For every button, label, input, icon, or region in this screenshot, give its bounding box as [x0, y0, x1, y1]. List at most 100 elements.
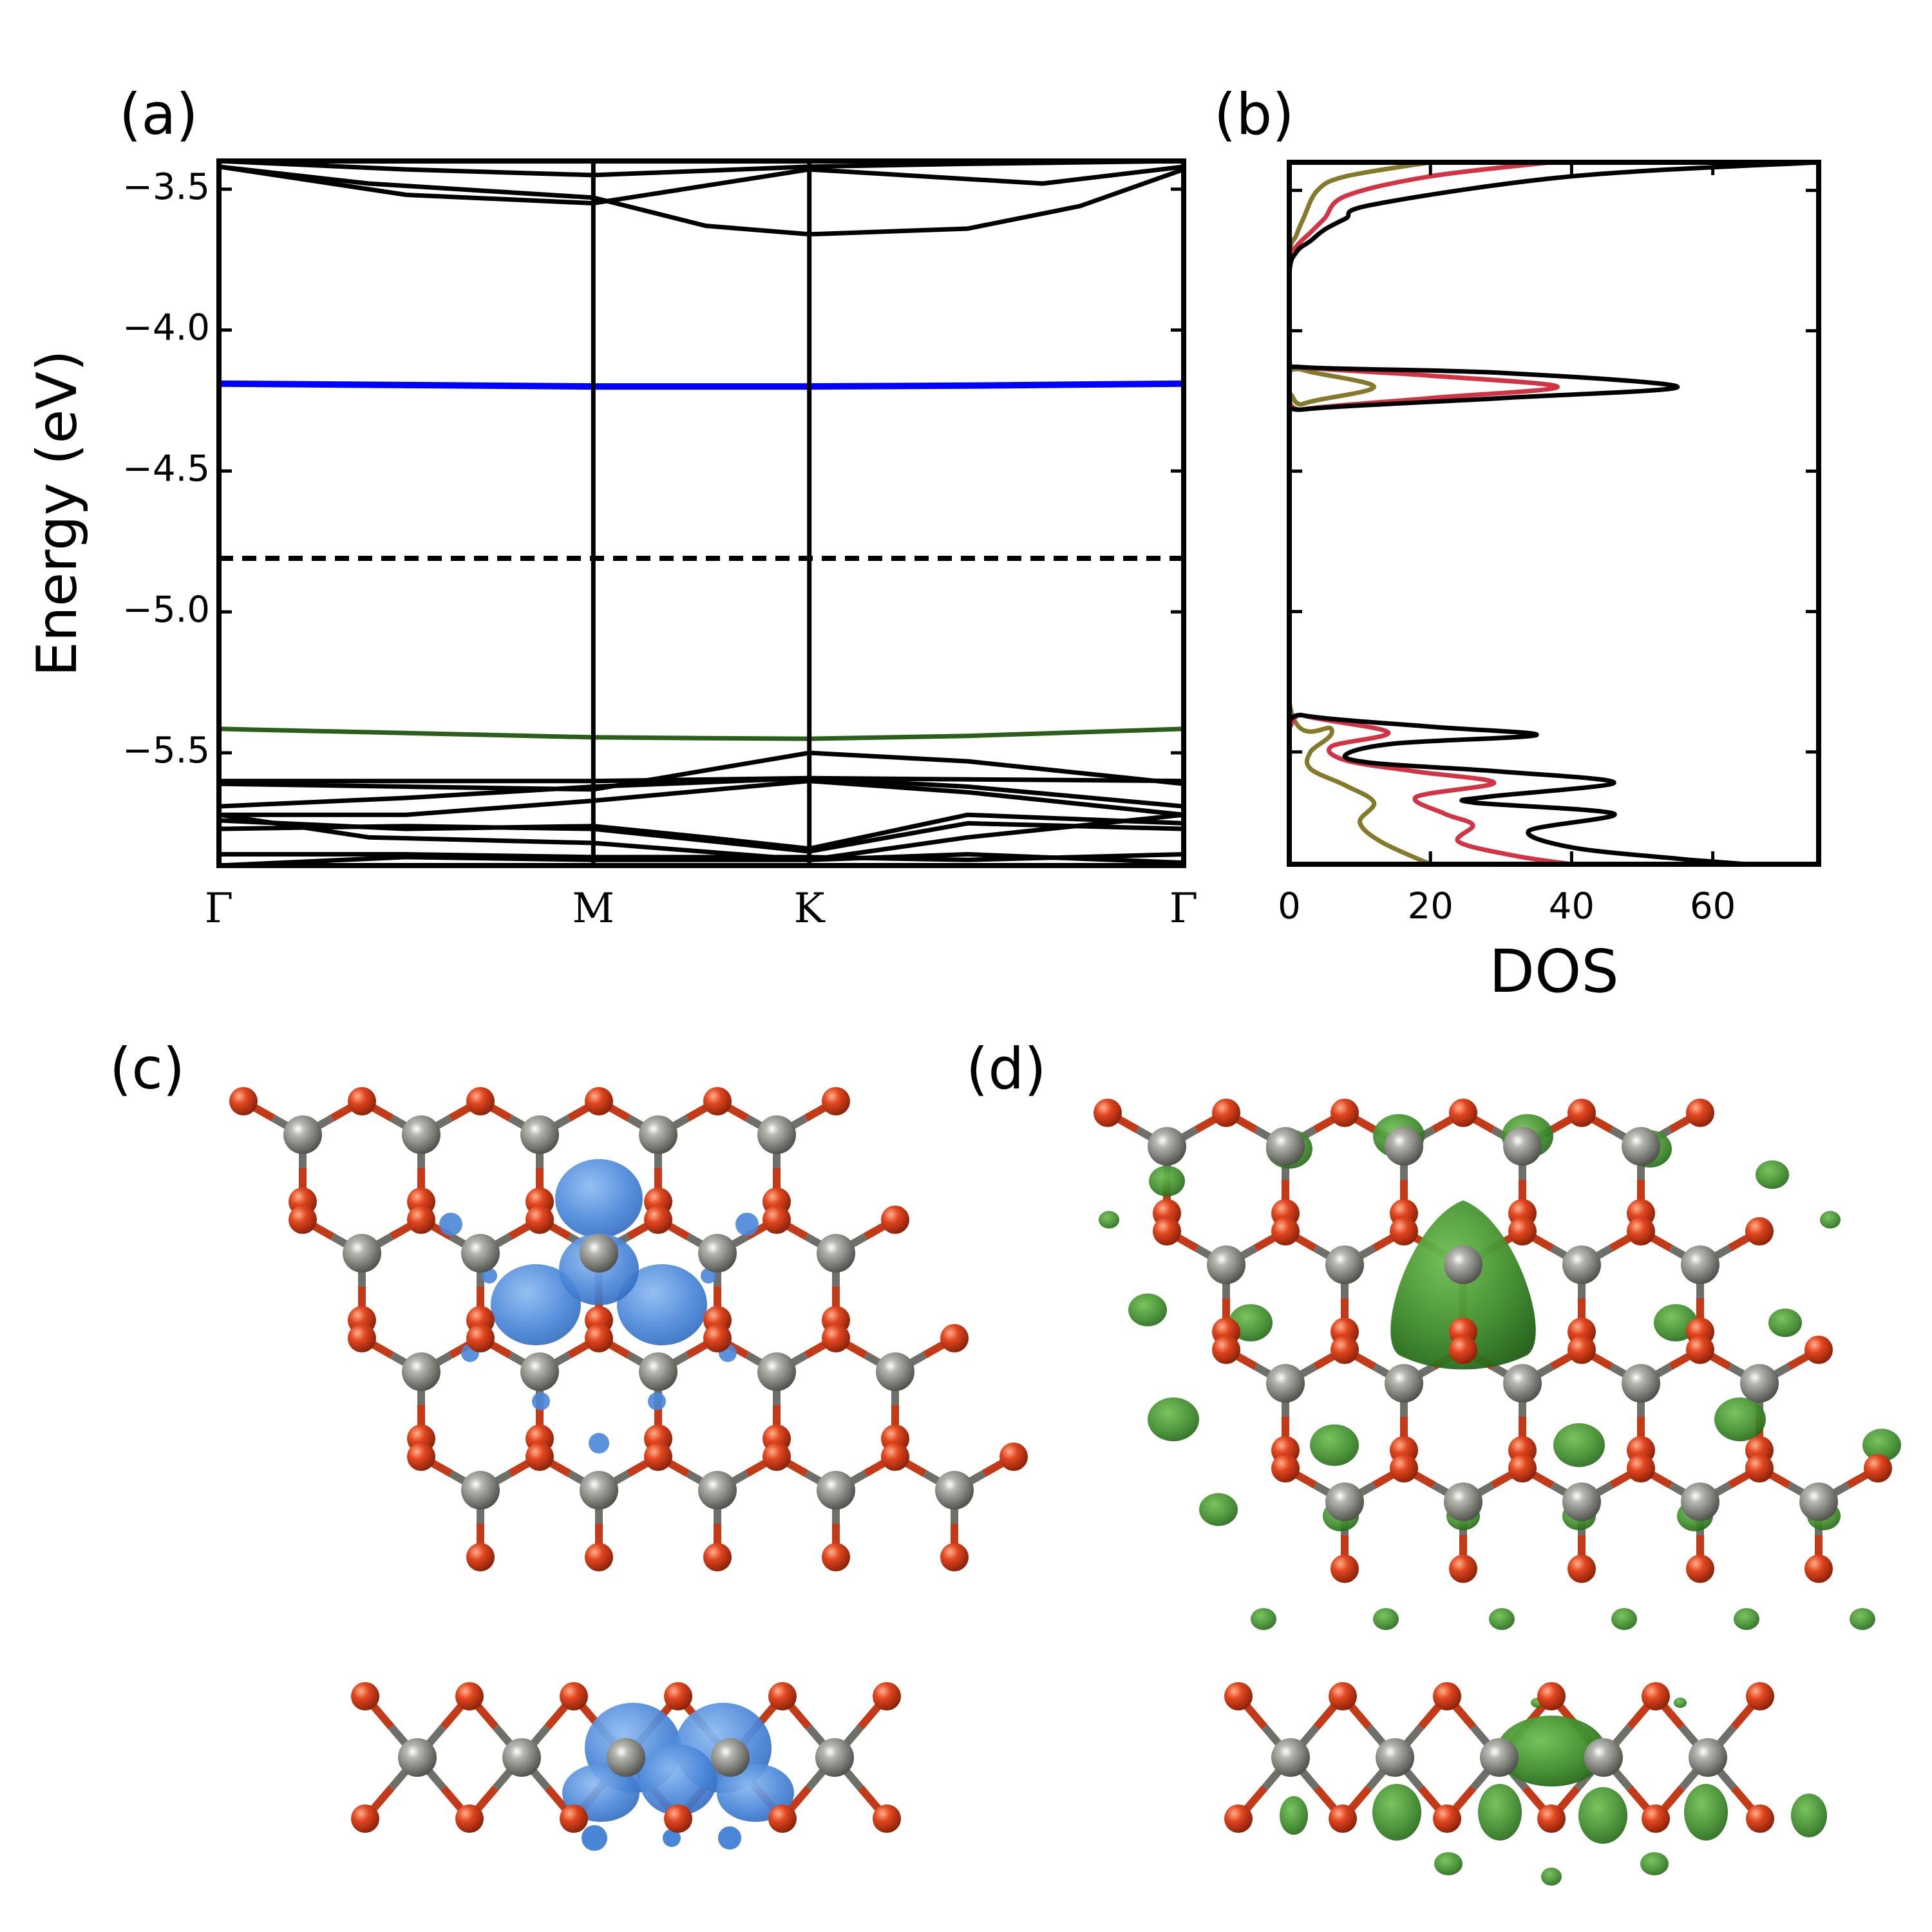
band-plot-frame: [216, 158, 1186, 868]
carbon-atom: [520, 1115, 559, 1154]
orbital-lobe: [1684, 1784, 1728, 1841]
oxygen-atom: [1329, 1804, 1357, 1833]
oxygen-atom: [703, 1543, 732, 1571]
oxygen-atom: [1804, 1555, 1833, 1583]
carbon-atom: [817, 1471, 855, 1510]
orbital-lobe: [1489, 1608, 1515, 1630]
orbital-lobe: [1280, 1796, 1308, 1835]
oxygen-atom: [1567, 1555, 1596, 1583]
oxygen-atom: [1224, 1804, 1253, 1833]
orbital-lobe: [1373, 1608, 1399, 1630]
dos-xtick-label-3: 60: [1690, 886, 1736, 927]
carbon-atom: [1622, 1364, 1660, 1403]
oxygen-atom: [1449, 1336, 1477, 1364]
oxygen-atom: [1642, 1682, 1670, 1710]
carbon-atom: [711, 1738, 750, 1777]
oxygen-atom: [407, 1443, 435, 1471]
dos-x-axis-label: DOS: [1489, 937, 1619, 1006]
carbon-atom: [1385, 1127, 1423, 1166]
oxygen-atom: [526, 1443, 554, 1471]
band-line-12: [219, 852, 1184, 866]
orbital-lobe: [617, 1264, 707, 1345]
orbital-lobe: [1862, 1428, 1901, 1462]
orbital-lobe: [648, 1392, 666, 1410]
carbon-atom: [935, 1471, 974, 1510]
oxygen-atom: [1537, 1682, 1566, 1710]
carbon-atom: [698, 1471, 737, 1510]
oxygen-atom: [351, 1804, 379, 1833]
orbital-lobe: [1434, 1852, 1463, 1875]
carbon-atom: [580, 1471, 618, 1510]
carbon-atom: [520, 1352, 559, 1391]
oxygen-atom: [1212, 1099, 1240, 1127]
oxygen-atom: [1390, 1217, 1418, 1245]
kpoint-label-2: K: [794, 885, 826, 933]
band-ytick-label-4: −5.5: [122, 730, 210, 772]
oxygen-atom: [585, 1543, 613, 1571]
orbital-lobe: [1390, 1200, 1536, 1370]
orbital-lobe: [1148, 1397, 1199, 1441]
carbon-atom: [1562, 1482, 1601, 1521]
oxygen-atom: [1627, 1217, 1655, 1245]
orbital-lobe: [1541, 1868, 1562, 1886]
oxygen-atom: [466, 1087, 495, 1115]
structure-d: [1094, 1099, 1901, 1886]
oxygen-atom: [348, 1087, 376, 1115]
oxygen-atom: [229, 1087, 258, 1115]
kpoint-label-0: Γ: [205, 885, 233, 933]
orbital-lobe: [701, 1268, 716, 1283]
carbon-atom: [402, 1115, 440, 1154]
oxygen-atom: [585, 1324, 613, 1352]
oxygen-atom: [768, 1682, 797, 1710]
orbital-lobe: [589, 1433, 609, 1454]
orbital-lobe: [1640, 1852, 1669, 1875]
panel-label-b: (b): [1214, 81, 1294, 147]
orbital-lobe: [1128, 1293, 1167, 1327]
oxygen-atom: [664, 1682, 692, 1710]
carbon-atom: [1444, 1482, 1482, 1521]
band-line-3: [219, 164, 1184, 237]
orbital-lobe: [482, 1268, 497, 1283]
carbon-atom: [1622, 1127, 1660, 1166]
oxygen-atom: [1864, 1454, 1892, 1482]
carbon-atom: [639, 1352, 677, 1391]
band-y-ticks: Γ M K Γ −3.5 −4.0 −4.5 −5.0 −5.5: [122, 166, 1198, 933]
band-line-6: [219, 775, 1184, 809]
band-line-10: [219, 812, 1184, 862]
oxygen-atom: [1224, 1682, 1253, 1710]
oxygen-atom: [1746, 1682, 1774, 1710]
oxygen-atom: [585, 1087, 613, 1115]
orbital-lobe: [1850, 1608, 1875, 1630]
oxygen-atom: [1627, 1454, 1655, 1482]
oxygen-atom: [1331, 1099, 1359, 1127]
oxygen-atom: [999, 1443, 1028, 1471]
carbon-atom: [1503, 1364, 1542, 1403]
band-line-7: [219, 779, 1184, 817]
carbon-atom: [1325, 1482, 1364, 1521]
dos-red-line: [1289, 162, 1572, 864]
band-line-9: [219, 820, 1184, 854]
oxygen-atom: [1449, 1555, 1477, 1583]
dos-lines: [1289, 162, 1819, 864]
dos-xtick-label-1: 20: [1408, 886, 1454, 927]
carbon-atom: [607, 1738, 645, 1777]
dos-xtick-label-0: 0: [1278, 886, 1301, 927]
oxygen-atom: [1508, 1217, 1537, 1245]
oxygen-atom: [940, 1324, 969, 1352]
orbital-lobe: [1199, 1493, 1238, 1526]
oxygen-atom: [703, 1324, 732, 1352]
carbon-atom: [1689, 1738, 1727, 1777]
kpoint-label-1: M: [573, 885, 615, 933]
defect-band-upper: [219, 380, 1184, 390]
carbon-atom: [402, 1352, 440, 1391]
oxygen-atom: [768, 1804, 797, 1833]
oxygen-atom: [289, 1206, 317, 1234]
oxygen-atom: [1390, 1454, 1418, 1482]
carbon-atom: [1207, 1245, 1245, 1284]
orbital-lobe: [1714, 1397, 1766, 1441]
oxygen-atom: [1271, 1454, 1300, 1482]
orbital-lobe: [1099, 1211, 1119, 1229]
oxygen-atom: [1745, 1217, 1774, 1245]
orbital-lobe: [1734, 1608, 1759, 1630]
carbon-atom: [698, 1234, 737, 1273]
